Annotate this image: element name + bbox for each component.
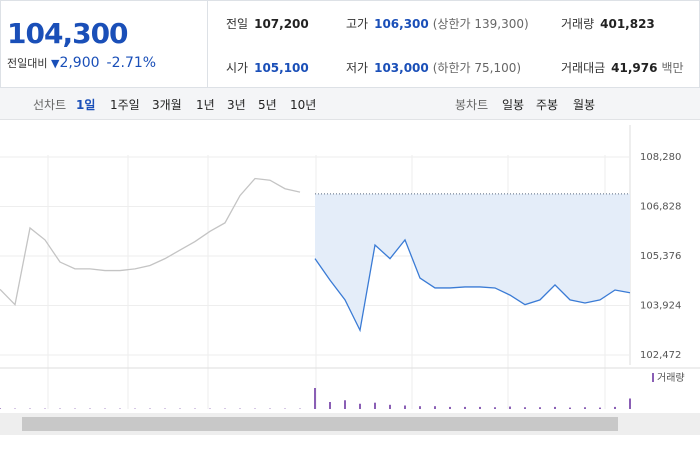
price-line <box>314 238 631 333</box>
stat-value: 401,823 <box>600 16 655 31</box>
y-tick-label: 102,472 <box>640 350 681 361</box>
price-box: 104,300 전일대비 ▼2,900 -2.71% <box>0 0 208 88</box>
legend-label: 거래량 <box>657 372 685 384</box>
stat-note: 백만 <box>661 60 684 75</box>
tab-label: 봉차트 <box>455 98 489 112</box>
volume-bar <box>314 388 316 409</box>
volume-bar <box>404 405 406 409</box>
stat-value: 106,300 <box>374 16 429 31</box>
change: 2,900 <box>59 55 100 71</box>
tab-bar: 선차트 1일 1주일 3개월 1년 3년 5년 10년 봉차트 일봉 주봉 월봉 <box>0 88 700 120</box>
volume-bar <box>329 402 331 409</box>
volume-bar <box>434 406 436 409</box>
stat: 전일 107,200 <box>208 15 328 32</box>
stat-label: 시가 <box>226 60 249 75</box>
y-tick-label: 103,924 <box>640 301 681 312</box>
volume-bar <box>539 407 541 409</box>
change-pct: -2.71% <box>106 55 157 71</box>
volume-bar <box>374 402 376 409</box>
stat-note: (상한가 139,300) <box>432 16 529 31</box>
tab[interactable]: 일봉 <box>502 98 525 112</box>
tab[interactable]: 10년 <box>290 98 317 112</box>
scrollbar[interactable] <box>0 413 700 435</box>
stat: 저가 103,000 (하한가 75,100) <box>328 59 543 76</box>
volume-bar <box>359 403 361 409</box>
y-tick-label: 105,376 <box>640 251 681 262</box>
stat-value: 103,000 <box>374 60 429 75</box>
stat-value: 105,100 <box>254 60 309 75</box>
tab[interactable]: 5년 <box>258 98 277 112</box>
stats: 전일 107,200 고가 106,300 (상한가 139,300) 거래량 401,82… <box>208 0 700 88</box>
volume-bar <box>419 406 421 409</box>
stat-label: 거래량 <box>561 16 595 31</box>
stat: 고가 106,300 (상한가 139,300) <box>328 15 543 32</box>
stat-label: 고가 <box>346 16 369 31</box>
tab[interactable]: 1주일 <box>110 98 140 112</box>
price: 104,300 <box>7 17 129 50</box>
stat-value: 41,976 <box>611 60 658 75</box>
stat-label: 전일 <box>226 16 249 31</box>
stat: 거래량 401,823 <box>543 15 700 32</box>
volume-bar <box>509 406 511 409</box>
volume-bar <box>494 407 496 409</box>
stat-value: 107,200 <box>254 16 309 31</box>
y-tick-label: 108,280 <box>640 152 681 163</box>
stat-note: (하한가 75,100) <box>432 60 522 75</box>
legend-swatch <box>652 373 654 382</box>
volume-bar <box>479 406 481 409</box>
tab[interactable]: 주봉 <box>536 98 559 112</box>
price-line <box>0 177 301 306</box>
area <box>315 193 630 331</box>
volume-bar <box>389 404 391 409</box>
volume-bar <box>599 407 601 409</box>
stat-label: 거래대금 <box>561 60 606 75</box>
volume-bar <box>0 408 1 409</box>
volume-bar <box>629 398 631 409</box>
stat-label: 저가 <box>346 60 369 75</box>
change-label: 전일대비 <box>7 57 48 70</box>
tab-label: 선차트 <box>33 98 67 112</box>
tab[interactable]: 월봉 <box>573 98 596 112</box>
scroll-thumb[interactable] <box>22 417 618 431</box>
volume-bar <box>464 406 466 409</box>
tab[interactable]: 3년 <box>227 98 246 112</box>
volume-bar <box>554 406 556 409</box>
chart: 102,472 103,924 105,376 106,828 108,280 거래량 <box>0 119 700 409</box>
change-row: 전일대비 ▼2,900 -2.71% <box>7 55 156 71</box>
y-tick-label: 106,828 <box>640 202 681 213</box>
tab[interactable]: 1일 <box>76 98 96 112</box>
stat: 시가 105,100 <box>208 59 328 76</box>
volume-bar <box>569 407 571 409</box>
volume-bar <box>614 406 616 409</box>
stat: 거래대금 41,976 백만 <box>543 59 700 76</box>
down-arrow: ▼ <box>50 57 60 70</box>
tab[interactable]: 1년 <box>196 98 215 112</box>
volume-bar <box>344 400 346 409</box>
volume-bar <box>524 407 526 409</box>
volume-bar <box>584 407 586 409</box>
volume-bar <box>449 406 451 409</box>
tab[interactable]: 3개월 <box>152 98 182 112</box>
